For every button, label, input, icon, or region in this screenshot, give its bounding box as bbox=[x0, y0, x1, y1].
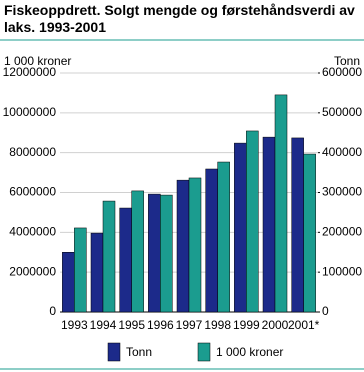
bar bbox=[102, 200, 116, 313]
y2-tick-label: 0 bbox=[322, 304, 329, 318]
bar bbox=[74, 227, 87, 313]
legend-label: Tonn bbox=[126, 345, 152, 359]
x-tick-label: 1997 bbox=[176, 318, 203, 332]
bar bbox=[119, 207, 132, 313]
y2-tick-label: 200000 bbox=[322, 225, 362, 239]
y-tick-label: 12000000 bbox=[3, 65, 57, 79]
bar bbox=[217, 161, 230, 313]
bar bbox=[176, 179, 190, 313]
bar bbox=[303, 153, 316, 313]
bar bbox=[131, 190, 144, 313]
bar bbox=[62, 252, 75, 313]
bar bbox=[148, 193, 161, 313]
y-tick-label: 8000000 bbox=[9, 145, 56, 159]
x-tick-label: 1993 bbox=[61, 318, 88, 332]
legend-swatch bbox=[197, 342, 211, 362]
y-tick-label: 2000000 bbox=[9, 264, 56, 278]
bar bbox=[205, 168, 218, 313]
bar bbox=[90, 232, 104, 313]
y-tick-label: 6000000 bbox=[9, 185, 56, 199]
bar bbox=[188, 177, 202, 313]
x-tick-label: 2000 bbox=[262, 318, 289, 332]
y-axis-label: 1 000 kroner bbox=[4, 54, 71, 68]
x-tick-label: 1995 bbox=[118, 318, 145, 332]
bar bbox=[234, 142, 247, 313]
x-tick-label: 1994 bbox=[90, 318, 117, 332]
y-tick-label: 0 bbox=[49, 304, 56, 318]
y2-axis-label: Tonn bbox=[334, 54, 360, 68]
chart-title: Fiskeoppdrett. Solgt mengde og førstehån… bbox=[4, 2, 355, 35]
y2-tick-label: 600000 bbox=[322, 65, 362, 79]
x-tick-label: 1998 bbox=[204, 318, 231, 332]
x-tick-label: 1999 bbox=[233, 318, 260, 332]
legend-label: 1 000 kroner bbox=[216, 345, 283, 359]
x-tick-label: 2001* bbox=[288, 318, 320, 332]
legend-swatch bbox=[107, 342, 121, 362]
y2-tick-label: 300000 bbox=[322, 185, 362, 199]
x-tick-label: 1996 bbox=[147, 318, 174, 332]
bar bbox=[291, 137, 304, 313]
bar bbox=[160, 194, 173, 313]
y2-tick-label: 400000 bbox=[322, 145, 362, 159]
y-tick-label: 4000000 bbox=[9, 225, 56, 239]
bar bbox=[274, 94, 288, 313]
y-tick-label: 10000000 bbox=[3, 105, 57, 119]
bar bbox=[246, 130, 259, 313]
y2-tick-label: 500000 bbox=[322, 105, 362, 119]
bar bbox=[262, 136, 276, 313]
y2-tick-label: 100000 bbox=[322, 264, 362, 278]
